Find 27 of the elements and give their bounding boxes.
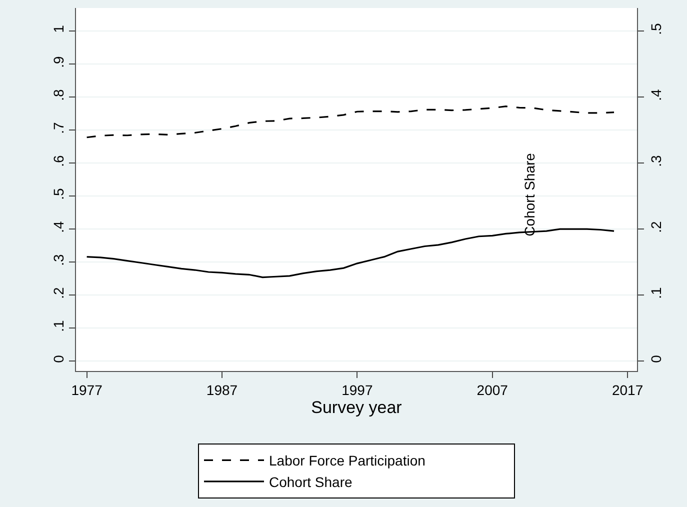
y-tick-label: .8 <box>50 88 66 101</box>
annotation: Cohort Share <box>521 152 538 236</box>
x-tick-label: 1997 <box>342 382 373 398</box>
legend-label: Cohort Share <box>269 474 352 490</box>
y2-tick-label: .1 <box>648 286 664 299</box>
x-axis-title: Survey year <box>311 398 402 417</box>
y-tick-label: .5 <box>50 188 66 200</box>
y-tick-label: .6 <box>50 154 66 167</box>
x-tick-label: 2007 <box>476 382 508 398</box>
x-tick-label: 1977 <box>71 382 103 398</box>
y-tick-label: 0 <box>50 354 66 363</box>
y2-tick-label: .2 <box>648 220 664 233</box>
y2-tick-label: .3 <box>648 154 664 167</box>
x-tick-label: 2017 <box>612 382 644 398</box>
y-tick-label: .1 <box>50 320 66 332</box>
y-tick-label: .7 <box>50 122 66 134</box>
y-tick-label: .4 <box>50 220 66 233</box>
y-tick-label: .9 <box>50 56 66 68</box>
y-tick-label: .3 <box>50 254 66 266</box>
line-series <box>86 106 615 138</box>
y-tick-label: 1 <box>50 24 66 33</box>
legend-label: Labor Force Participation <box>269 452 426 469</box>
y2-tick-label: 0 <box>648 354 664 363</box>
y2-tick-label: .4 <box>648 88 664 101</box>
x-tick-label: 1987 <box>206 382 238 398</box>
y-tick-label: .2 <box>50 286 66 299</box>
y2-tick-label: .5 <box>648 22 664 35</box>
